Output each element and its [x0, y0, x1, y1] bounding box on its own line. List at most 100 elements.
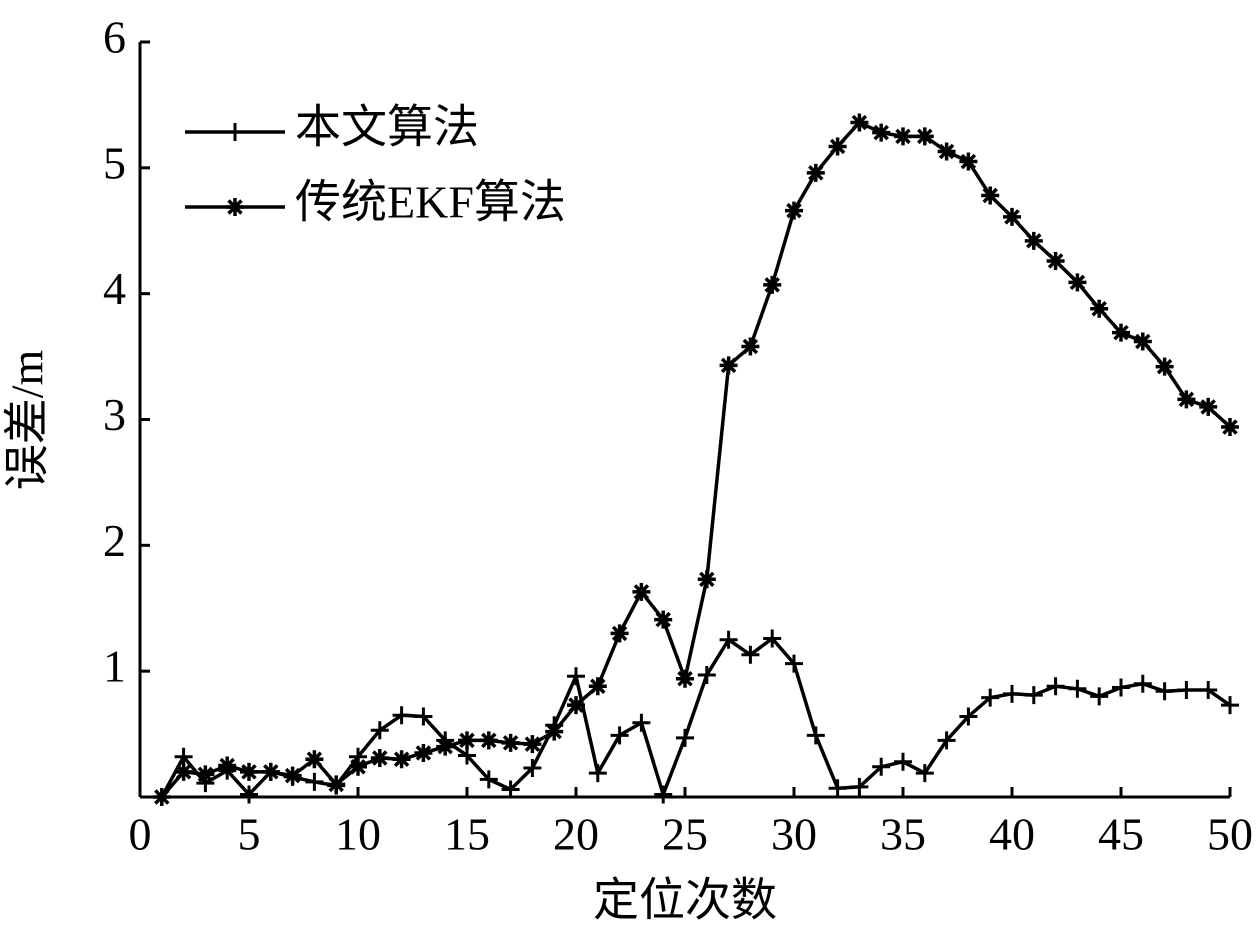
- marker: [370, 721, 389, 740]
- marker: [676, 728, 694, 747]
- marker: [610, 726, 629, 745]
- marker: [479, 731, 498, 750]
- x-tick-label: 0: [129, 809, 152, 860]
- marker: [1221, 696, 1239, 715]
- marker: [1068, 679, 1087, 698]
- marker: [741, 337, 760, 356]
- marker: [763, 275, 782, 294]
- marker: [937, 142, 956, 161]
- marker: [588, 677, 607, 696]
- marker: [174, 747, 193, 766]
- marker: [218, 756, 237, 775]
- marker: [458, 746, 476, 765]
- marker: [850, 777, 869, 796]
- x-tick-label: 40: [989, 809, 1035, 860]
- marker: [697, 570, 716, 589]
- y-tick-label: 1: [103, 641, 126, 692]
- marker: [785, 201, 803, 220]
- marker: [1003, 684, 1021, 703]
- marker: [850, 113, 869, 132]
- marker: [327, 775, 346, 794]
- marker: [915, 127, 934, 146]
- marker: [414, 743, 433, 762]
- marker: [1024, 686, 1043, 705]
- marker: [894, 127, 912, 146]
- marker: [501, 780, 520, 799]
- marker: [1221, 418, 1239, 437]
- marker: [1199, 397, 1218, 416]
- marker: [349, 757, 367, 776]
- marker: [872, 123, 891, 142]
- marker: [1155, 682, 1174, 701]
- marker: [1046, 677, 1065, 696]
- marker: [196, 765, 215, 784]
- marker: [981, 688, 1000, 707]
- marker: [959, 152, 978, 171]
- marker: [523, 735, 542, 754]
- x-tick-label: 25: [662, 809, 708, 860]
- y-axis-title: 误差/m: [2, 350, 53, 491]
- legend-label: 本文算法: [295, 102, 479, 153]
- marker: [523, 759, 542, 778]
- marker: [1090, 299, 1109, 318]
- y-tick-label: 6: [103, 12, 126, 63]
- x-tick-label: 10: [335, 809, 381, 860]
- marker: [501, 733, 520, 752]
- marker: [1046, 251, 1065, 270]
- marker: [226, 198, 244, 216]
- marker: [1133, 332, 1152, 351]
- marker: [1068, 273, 1087, 292]
- marker: [785, 654, 803, 673]
- marker: [305, 772, 324, 791]
- marker: [588, 764, 607, 783]
- marker: [436, 737, 455, 756]
- series-line: [160, 636, 1231, 800]
- marker: [697, 665, 716, 684]
- marker: [894, 752, 912, 771]
- marker: [1112, 323, 1130, 342]
- marker: [719, 356, 738, 375]
- marker: [1090, 687, 1109, 706]
- marker: [305, 750, 324, 769]
- marker: [1133, 674, 1152, 693]
- marker: [261, 762, 280, 781]
- marker: [676, 669, 694, 688]
- marker: [240, 762, 258, 781]
- marker: [872, 757, 891, 776]
- marker: [763, 629, 782, 648]
- marker: [1155, 357, 1174, 376]
- marker: [458, 731, 476, 750]
- marker: [632, 582, 651, 601]
- marker: [1177, 681, 1196, 700]
- marker: [806, 726, 825, 745]
- marker: [959, 707, 978, 726]
- marker: [370, 748, 389, 767]
- marker: [1112, 678, 1130, 697]
- x-tick-label: 30: [771, 809, 817, 860]
- marker: [828, 779, 847, 798]
- marker: [567, 696, 585, 715]
- marker: [610, 624, 629, 643]
- marker: [806, 163, 825, 182]
- marker: [915, 764, 934, 783]
- y-tick-label: 3: [103, 389, 126, 440]
- marker: [741, 645, 760, 664]
- marker: [828, 137, 847, 156]
- marker: [226, 123, 244, 141]
- marker: [719, 630, 738, 649]
- marker: [654, 785, 673, 804]
- marker: [392, 750, 411, 769]
- x-axis-title: 定位次数: [593, 875, 777, 926]
- marker: [240, 785, 258, 804]
- marker: [981, 186, 1000, 205]
- x-tick-label: 20: [553, 809, 599, 860]
- marker: [1003, 207, 1021, 226]
- marker: [545, 722, 564, 741]
- y-tick-label: 5: [103, 137, 126, 188]
- marker: [152, 788, 171, 806]
- marker: [414, 707, 433, 726]
- marker: [632, 713, 651, 732]
- x-tick-label: 15: [444, 809, 490, 860]
